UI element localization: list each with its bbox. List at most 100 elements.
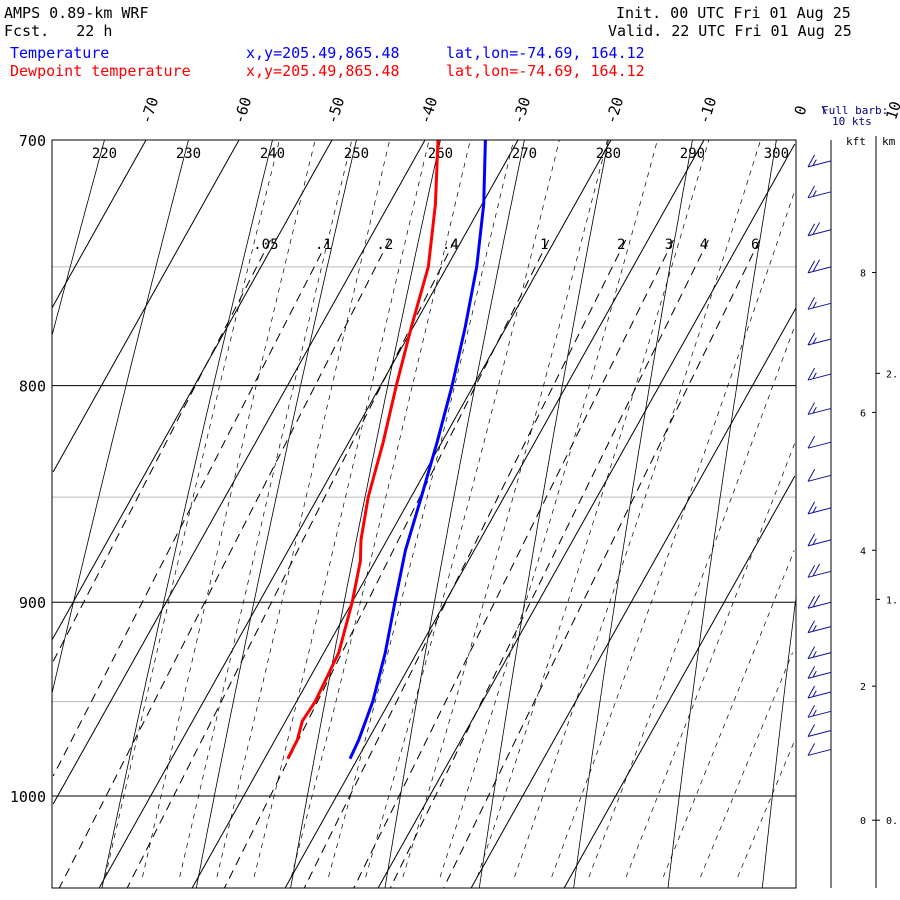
wind-barb-feather — [807, 533, 816, 547]
isotherm-line — [51, 139, 147, 309]
wind-barb — [807, 743, 832, 756]
wind-barb — [807, 646, 832, 660]
forecast-hour: Fcst. 22 h — [4, 22, 113, 40]
wind-barb-shaft — [807, 191, 832, 199]
legend-dewpoint-coords: x,y=205.49,865.48 — [246, 62, 400, 80]
height-and-wind-panel: kft km 0 2 4 6 8 0. 1. 2. Full barb:10 kts — [807, 104, 898, 888]
moist-adiabat-line — [625, 442, 796, 878]
legend-temperature-label: Temperature — [10, 44, 110, 62]
dry-adiabat-line — [573, 139, 693, 889]
mixing-ratio-label: 4 — [700, 237, 708, 253]
dry-adiabat-line — [51, 139, 105, 337]
mixing-ratio-line — [58, 239, 390, 889]
kft-tick-label: 8 — [860, 269, 866, 280]
wind-barb — [807, 259, 832, 274]
wind-barb-feather — [807, 620, 816, 633]
pressure-tick-label: 700 — [19, 132, 46, 150]
wind-barb-feather — [807, 185, 816, 199]
wind-barb — [807, 724, 832, 737]
moist-adiabat-line — [402, 139, 608, 878]
wind-barb-feather — [812, 690, 817, 697]
temperature-tick-label: -50 — [323, 95, 348, 126]
isotherm-line — [98, 139, 519, 889]
model-title: AMPS 0.89-km WRF — [4, 4, 149, 22]
moist-adiabat-line — [216, 139, 391, 878]
wind-barb-shaft — [807, 373, 832, 381]
pressure-tick-label: 900 — [19, 594, 46, 612]
wind-barb-shaft — [807, 601, 832, 609]
dry-adiabat-line — [195, 139, 357, 889]
wind-barb — [807, 154, 832, 168]
wind-barb — [807, 332, 832, 346]
dry-adiabat-label: 230 — [176, 146, 201, 162]
temperature-tick-label: -60 — [230, 95, 255, 126]
wind-barb-feather — [807, 260, 816, 274]
mixing-ratio-line — [389, 239, 709, 889]
wind-barb-feather — [807, 565, 816, 578]
wind-barb-shaft — [807, 441, 832, 449]
wind-barb-feather — [807, 469, 816, 482]
wind-barb-feather — [812, 372, 817, 380]
wind-barb-shaft — [807, 748, 832, 756]
moist-adiabat-line — [514, 139, 761, 878]
barb-legend-line2: 10 kts — [832, 115, 872, 128]
isotherm-line — [284, 139, 705, 889]
wind-barb-feather — [807, 666, 816, 679]
wind-barb — [807, 620, 832, 634]
wind-barb-feather — [812, 709, 817, 717]
dry-adiabat-line — [761, 595, 797, 889]
wind-barb-feather — [812, 594, 821, 608]
wind-barb-feather — [812, 563, 821, 577]
mixing-ratio-label: .1 — [315, 237, 332, 253]
wind-barb-feather — [812, 159, 817, 166]
temperature-tick-label: -20 — [602, 95, 627, 126]
wind-barb-feather — [807, 402, 816, 415]
kft-tick-label: 6 — [860, 408, 866, 419]
moist-adiabat-line — [253, 139, 430, 878]
wind-barb — [807, 222, 832, 237]
wind-barb-feather — [807, 501, 816, 515]
wind-barb-feather — [812, 337, 817, 344]
temperature-tick-label: -40 — [416, 95, 441, 126]
wind-barb-feather — [807, 646, 816, 659]
mixing-ratio-label: .4 — [442, 237, 459, 253]
wind-barb-feather — [812, 651, 817, 658]
km-axis-label: km — [882, 135, 896, 148]
wind-barb-shaft — [807, 160, 832, 168]
mixing-ratio-label: .05 — [253, 237, 278, 253]
mixing-ratio-line — [443, 239, 761, 889]
temperature-tick-label: -70 — [137, 95, 162, 126]
legend-dewpoint-latlon: lat,lon=-74.69, 164.12 — [446, 62, 645, 80]
dry-adiabat-label: 300 — [764, 146, 789, 162]
moist-adiabat-line — [142, 139, 316, 878]
wind-barb-feather — [812, 625, 817, 632]
mixing-ratio-grid — [51, 239, 761, 889]
dry-adiabat-grid — [51, 139, 797, 889]
dry-adiabat-line — [384, 139, 525, 889]
dry-adiabat-line — [51, 139, 189, 693]
wind-barb-feather — [807, 435, 816, 449]
isobar-grid — [52, 139, 796, 797]
kft-tick-label: 4 — [860, 546, 866, 557]
wind-barb-feather — [807, 724, 816, 737]
kft-tick-label: 2 — [860, 682, 866, 693]
sounding-series — [286, 139, 487, 760]
mixing-ratio-label: 1 — [540, 237, 548, 253]
wind-barb-shaft — [807, 302, 832, 310]
temperature-line — [348, 139, 487, 760]
temperature-tick-label: 0 — [791, 103, 811, 117]
moist-adiabat-line — [179, 139, 353, 878]
mixing-ratio-label: 6 — [751, 237, 759, 253]
legend-temperature-coords: x,y=205.49,865.48 — [246, 44, 400, 62]
moist-adiabat-line — [104, 139, 280, 878]
wind-barb-feather — [807, 685, 816, 699]
mixing-ratio-line — [303, 239, 627, 889]
mixing-ratio-line — [353, 239, 674, 889]
wind-barb — [807, 185, 832, 199]
mixing-ratio-label: .2 — [376, 237, 393, 253]
wind-barb-shaft — [807, 338, 832, 346]
dry-adiabat-line — [290, 139, 441, 889]
wind-barb — [807, 666, 832, 679]
isotherm-line — [563, 475, 796, 889]
